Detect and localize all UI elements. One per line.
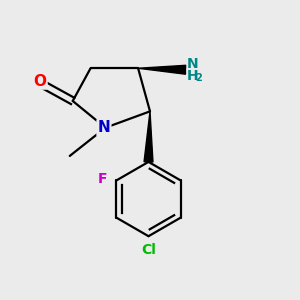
Text: F: F xyxy=(98,172,108,186)
Text: N: N xyxy=(98,120,110,135)
Text: O: O xyxy=(34,74,46,88)
Text: N: N xyxy=(187,57,199,71)
Polygon shape xyxy=(138,65,186,74)
Text: Cl: Cl xyxy=(141,243,156,256)
Text: 2: 2 xyxy=(195,73,202,83)
Text: H: H xyxy=(187,69,199,83)
Polygon shape xyxy=(144,111,153,162)
